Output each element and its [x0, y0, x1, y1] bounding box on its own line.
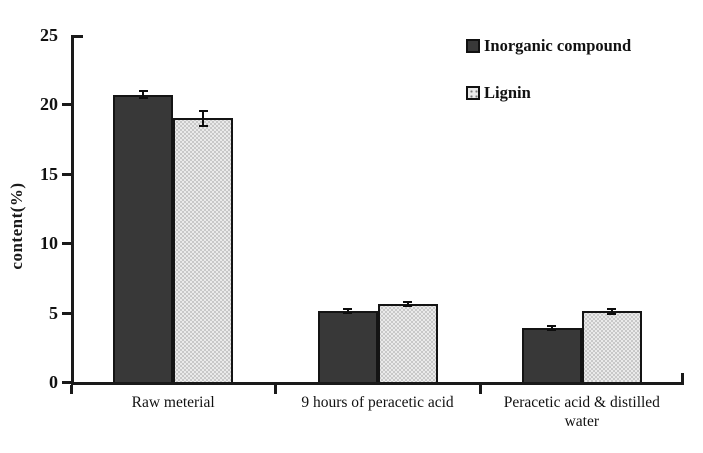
legend-item-inorganic-compound: Inorganic compound [466, 36, 631, 56]
x-axis-category-label: Raw meterial [131, 394, 215, 411]
error-bar-cap [547, 328, 557, 331]
y-tick-label: 25 [40, 25, 58, 45]
bar-inorganic-compound [521, 327, 582, 382]
x-axis-category-label: Peracetic acid & distilled water [503, 394, 660, 430]
error-bar-cap [403, 301, 412, 304]
error-bar [202, 110, 205, 126]
error-bar-cap [403, 305, 412, 308]
error-bar [610, 308, 613, 314]
y-axis-line [71, 35, 74, 385]
y-tick-label: 20 [40, 94, 58, 115]
y-tick [62, 381, 71, 384]
error-bar-cap [607, 312, 617, 315]
x-tick [274, 385, 278, 394]
x-axis-line [71, 382, 684, 385]
error-bar-cap [607, 307, 617, 310]
y-tick-label: 10 [40, 233, 58, 254]
legend-marker-lignin-icon [466, 86, 480, 100]
y-tick-label: 5 [49, 302, 58, 323]
legend-marker-inorganic-icon [466, 39, 480, 53]
bar-lignin [581, 311, 642, 382]
error-bar-cap [198, 109, 208, 112]
legend: Inorganic compound Lignin [466, 36, 631, 103]
error-bar [550, 325, 553, 330]
error-bar [406, 302, 409, 307]
y-tick-label: 0 [49, 372, 58, 392]
error-bar-cap [198, 124, 208, 127]
bar-inorganic-compound [113, 94, 174, 382]
error-bar-cap [547, 324, 557, 327]
bar-lignin [173, 118, 234, 382]
x-axis-end-tick [681, 373, 684, 382]
error-bar [142, 91, 145, 99]
error-bar-cap [138, 90, 148, 93]
x-tick [70, 385, 73, 394]
y-tick [62, 103, 71, 107]
y-tick-label: 15 [40, 163, 58, 184]
error-bar [346, 309, 349, 314]
bar-inorganic-compound [317, 311, 378, 382]
error-bar-cap [343, 308, 352, 311]
bar-lignin [377, 304, 438, 382]
x-axis-category-label: 9 hours of peracetic acid [301, 394, 454, 411]
legend-item-lignin: Lignin [466, 83, 631, 103]
x-tick [478, 385, 482, 394]
y-tick [62, 311, 71, 315]
y-tick [62, 172, 71, 176]
legend-label-lignin: Lignin [484, 83, 531, 102]
error-bar-cap [138, 97, 148, 100]
error-bar-cap [343, 312, 352, 315]
y-axis-top-tick [74, 35, 83, 38]
y-tick [62, 242, 71, 246]
legend-label-inorganic: Inorganic compound [484, 36, 632, 55]
